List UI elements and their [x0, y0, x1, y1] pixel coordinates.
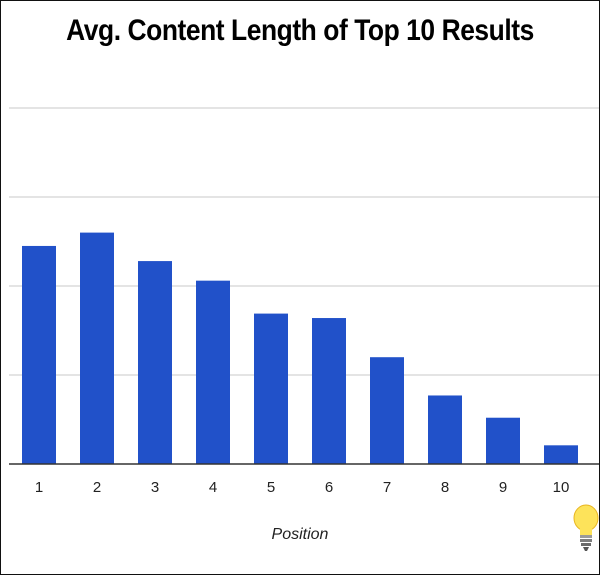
bar-position-8: [428, 395, 462, 464]
x-tick-label: 6: [325, 479, 333, 496]
x-tick-label: 8: [441, 479, 449, 496]
chart-title: Avg. Content Length of Top 10 Results: [66, 14, 534, 47]
x-tick-label: 5: [267, 479, 275, 496]
lightbulb-icon: [573, 504, 599, 551]
bar-position-7: [370, 357, 404, 464]
x-tick-labels: 1 2 3 4 5 6 7 8 9 10: [35, 479, 570, 496]
x-axis-label: Position: [271, 526, 329, 543]
bar-position-6: [312, 318, 346, 464]
x-tick-label: 1: [35, 479, 43, 496]
x-tick-label: 9: [499, 479, 507, 496]
bar-position-1: [22, 245, 56, 464]
x-tick-label: 2: [93, 479, 101, 496]
bars: [22, 232, 578, 464]
x-tick-label: 4: [209, 479, 217, 496]
bar-position-9: [486, 417, 520, 464]
x-tick-label: 7: [383, 479, 391, 496]
bar-position-4: [196, 280, 230, 464]
bar-position-2: [80, 232, 114, 464]
x-tick-label: 3: [151, 479, 159, 496]
x-tick-label: 10: [553, 479, 570, 496]
bar-position-10: [544, 445, 578, 464]
bar-position-5: [254, 313, 288, 464]
bar-position-3: [138, 261, 172, 464]
